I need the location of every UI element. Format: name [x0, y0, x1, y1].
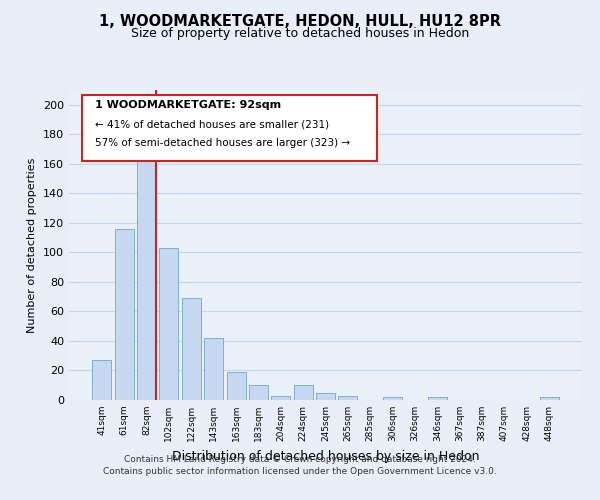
Bar — [338, 396, 358, 400]
Bar — [428, 397, 447, 400]
Bar — [137, 158, 156, 400]
FancyBboxPatch shape — [82, 94, 377, 162]
Text: Contains public sector information licensed under the Open Government Licence v3: Contains public sector information licen… — [103, 467, 497, 476]
X-axis label: Distribution of detached houses by size in Hedon: Distribution of detached houses by size … — [172, 450, 479, 462]
Bar — [383, 397, 402, 400]
Bar — [271, 396, 290, 400]
Bar — [92, 360, 112, 400]
Text: Contains HM Land Registry data © Crown copyright and database right 2024.: Contains HM Land Registry data © Crown c… — [124, 455, 476, 464]
Text: Size of property relative to detached houses in Hedon: Size of property relative to detached ho… — [131, 27, 469, 40]
Bar — [182, 298, 201, 400]
Bar — [227, 372, 245, 400]
Bar — [293, 385, 313, 400]
Bar — [249, 385, 268, 400]
Bar — [204, 338, 223, 400]
Bar — [539, 397, 559, 400]
Text: 57% of semi-detached houses are larger (323) →: 57% of semi-detached houses are larger (… — [95, 138, 350, 148]
Bar — [160, 248, 178, 400]
Text: 1, WOODMARKETGATE, HEDON, HULL, HU12 8PR: 1, WOODMARKETGATE, HEDON, HULL, HU12 8PR — [99, 14, 501, 29]
Bar — [316, 392, 335, 400]
Bar — [115, 229, 134, 400]
Y-axis label: Number of detached properties: Number of detached properties — [28, 158, 37, 332]
Text: ← 41% of detached houses are smaller (231): ← 41% of detached houses are smaller (23… — [95, 120, 329, 130]
Text: 1 WOODMARKETGATE: 92sqm: 1 WOODMARKETGATE: 92sqm — [95, 100, 281, 110]
